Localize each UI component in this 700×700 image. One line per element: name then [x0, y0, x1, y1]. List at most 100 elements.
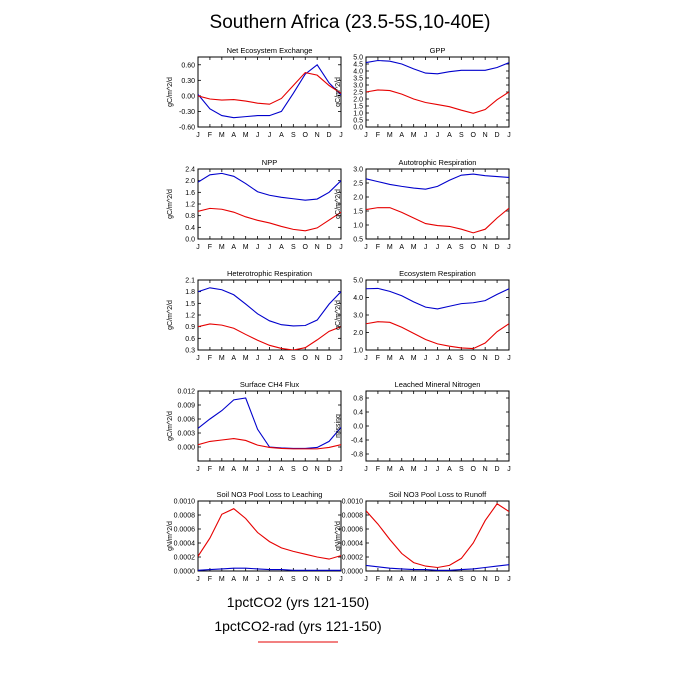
x-tick-label: F	[208, 355, 212, 362]
x-tick-label: J	[424, 466, 428, 473]
y-tick-label: 0.4	[185, 225, 195, 232]
x-tick-label: O	[471, 355, 477, 362]
panel-npp: J F M A M J J A S O N D J0.00.40.81.21.62.02.4NPPgC/…	[167, 158, 343, 251]
x-tick-label: A	[399, 466, 404, 473]
y-tick-label: 0.0	[353, 125, 363, 132]
y-tick-label: 0.5	[353, 237, 363, 244]
y-axis-label: gC/m^2/d	[167, 300, 174, 330]
y-tick-label: 0.3	[185, 348, 195, 355]
y-tick-label: 1.0	[353, 348, 363, 355]
panel-title: Leached Mineral Nitrogen	[395, 380, 481, 389]
x-tick-label: J	[364, 244, 368, 251]
x-tick-label: F	[208, 244, 212, 251]
x-tick-label: M	[387, 576, 393, 583]
x-tick-label: J	[268, 466, 272, 473]
y-tick-label: 1.5	[353, 104, 363, 111]
y-axis-label: gC/m^2/d	[167, 189, 174, 219]
panel-gpp: J F M A M J J A S O N D J0.00.51.01.52.02.53.03.54.0…	[335, 46, 511, 139]
x-tick-label: J	[256, 132, 260, 139]
y-tick-label: -0.4	[351, 438, 363, 445]
x-tick-label: M	[411, 132, 417, 139]
y-tick-label: 4.5	[353, 62, 363, 69]
x-tick-label: J	[364, 466, 368, 473]
y-axis-label: gC/m^2/d	[335, 77, 342, 107]
panel-title: Net Ecosystem Exchange	[227, 46, 313, 55]
x-tick-label: J	[424, 132, 428, 139]
panel-autotrophic-respiration: J F M A M J J A S O N D J0.51.01.52.02.53.0Autotroph…	[335, 158, 511, 251]
panel-soil-no3-pool-loss-to-leaching: J F M A M J J A S O N D J0.00000.00020.00040.00060.0…	[167, 490, 343, 583]
series-line-red	[366, 503, 509, 569]
x-tick-label: A	[447, 576, 452, 583]
y-tick-label: 0.0008	[174, 513, 196, 520]
x-tick-label: A	[279, 576, 284, 583]
y-tick-label: 1.5	[353, 209, 363, 216]
y-tick-label: 0.8	[353, 396, 363, 403]
y-tick-label: 2.5	[353, 181, 363, 188]
x-tick-label: J	[196, 466, 200, 473]
y-tick-label: 1.0	[353, 223, 363, 230]
x-tick-label: A	[231, 132, 236, 139]
x-tick-label: A	[279, 244, 284, 251]
x-tick-label: A	[399, 244, 404, 251]
panel-title: Soil NO3 Pool Loss to Leaching	[217, 490, 323, 499]
x-tick-label: M	[243, 132, 249, 139]
y-tick-label: 1.5	[185, 301, 195, 308]
y-axis-label: gC/m^2/d	[167, 411, 174, 441]
y-tick-label: 0.0006	[342, 527, 364, 534]
x-tick-label: J	[364, 355, 368, 362]
y-tick-label: 0.0004	[342, 541, 364, 548]
x-tick-label: D	[495, 132, 500, 139]
x-tick-label: S	[459, 466, 464, 473]
x-tick-label: N	[483, 355, 488, 362]
y-tick-label: 3.0	[353, 83, 363, 90]
x-tick-label: S	[291, 132, 296, 139]
x-tick-label: A	[447, 132, 452, 139]
x-tick-label: O	[471, 466, 477, 473]
x-tick-label: S	[459, 355, 464, 362]
y-tick-label: 4.0	[353, 69, 363, 76]
x-tick-label: M	[243, 576, 249, 583]
series-line-blue	[198, 172, 341, 201]
x-tick-label: M	[219, 576, 225, 583]
y-tick-label: 1.2	[185, 202, 195, 209]
x-tick-label: N	[483, 576, 488, 583]
y-tick-label: 1.8	[185, 289, 195, 296]
x-tick-label: J	[268, 132, 272, 139]
x-tick-label: M	[243, 355, 249, 362]
x-tick-label: A	[447, 355, 452, 362]
x-tick-label: M	[387, 355, 393, 362]
x-tick-label: F	[208, 466, 212, 473]
x-tick-label: S	[459, 576, 464, 583]
y-tick-label: 0.0000	[174, 569, 196, 576]
y-tick-label: 0.0002	[174, 555, 196, 562]
y-tick-label: 0.0	[353, 424, 363, 431]
x-tick-label: D	[327, 132, 332, 139]
panel-title: Autotrophic Respiration	[399, 158, 477, 167]
y-tick-label: 3.5	[353, 76, 363, 83]
x-tick-label: D	[327, 355, 332, 362]
x-tick-label: M	[219, 355, 225, 362]
x-tick-label: O	[471, 576, 477, 583]
x-tick-label: J	[364, 576, 368, 583]
x-tick-label: S	[291, 244, 296, 251]
x-tick-label: F	[208, 576, 212, 583]
panel-title: GPP	[430, 46, 446, 55]
x-tick-label: S	[459, 132, 464, 139]
x-tick-label: N	[315, 132, 320, 139]
y-tick-label: 2.4	[185, 167, 195, 174]
x-tick-label: J	[256, 576, 260, 583]
x-tick-label: M	[411, 576, 417, 583]
x-tick-label: F	[376, 466, 380, 473]
x-tick-label: A	[231, 466, 236, 473]
series-line-red	[198, 207, 341, 232]
x-tick-label: N	[483, 466, 488, 473]
x-tick-label: A	[231, 244, 236, 251]
x-tick-label: J	[196, 576, 200, 583]
y-tick-label: 0.60	[181, 62, 195, 69]
x-tick-label: N	[315, 355, 320, 362]
panel-title: NPP	[262, 158, 277, 167]
